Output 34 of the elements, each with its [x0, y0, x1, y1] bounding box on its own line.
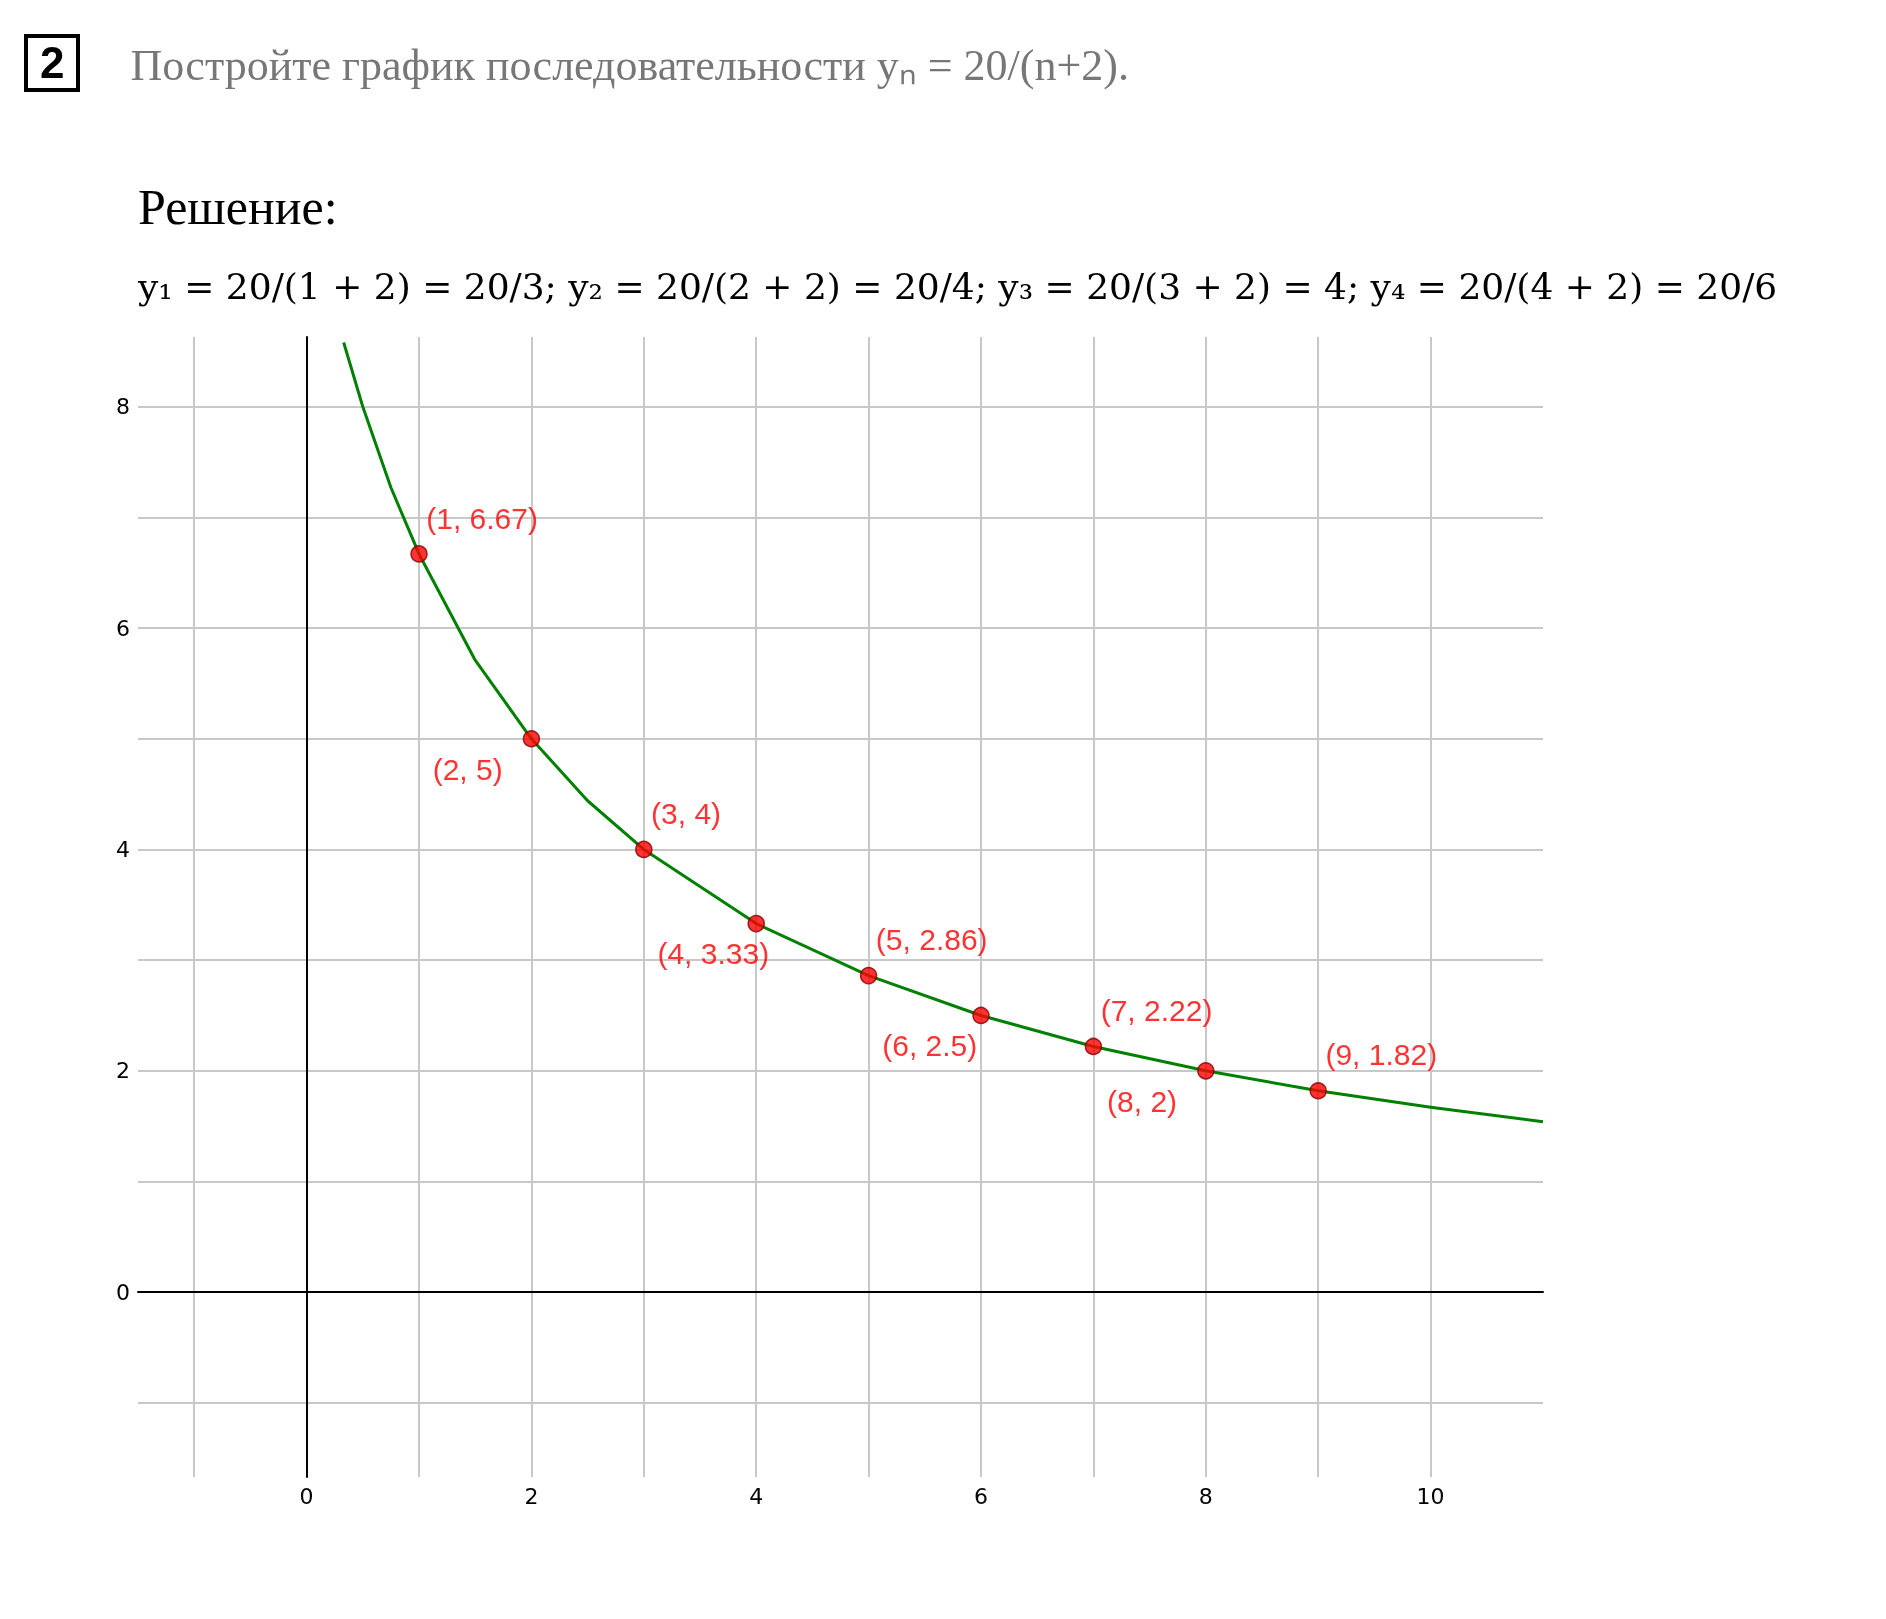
x-tick-label: 6: [974, 1483, 988, 1509]
point: [635, 840, 653, 859]
text: Постройте график последовательности yₙ = 20/(n+2).: [130, 40, 1129, 92]
data-label: (7, 2.22): [1100, 994, 1213, 1028]
line-series: [342, 341, 1545, 1124]
point: [1084, 1037, 1103, 1056]
data-label: (2, 5): [432, 752, 503, 786]
point: [410, 545, 428, 563]
x-tick-label: 0: [299, 1483, 314, 1509]
x-tick-label: 4: [749, 1483, 764, 1509]
x-tick-label: 8: [1198, 1483, 1213, 1509]
text: Решение:: [138, 178, 339, 236]
point: [1197, 1062, 1215, 1080]
y-tick-label: 6: [116, 615, 130, 641]
x-tick-label: 10: [1416, 1483, 1445, 1509]
y-tick-label: 2: [116, 1058, 130, 1084]
text: 2: [24, 34, 81, 92]
data-label: (3, 4): [651, 797, 722, 831]
text: y₁ = 20/(1 + 2) = 20/3; y₂ = 20/(2 + 2) = 20/4; y₃ = 20/(3 + 2) = 4; y₄ = 20/(4 + 2) = 20/6: [138, 266, 1779, 307]
point: [1309, 1081, 1327, 1100]
point: [972, 1006, 990, 1025]
x-tick-label: 2: [524, 1483, 539, 1509]
point: [859, 966, 878, 985]
data-label: (8, 2): [1107, 1084, 1178, 1118]
data-label: (9, 1.82): [1325, 1038, 1438, 1072]
data-label: (1, 6.67): [426, 501, 538, 535]
point: [522, 730, 541, 748]
y-tick-label: 4: [116, 836, 130, 862]
point: [747, 914, 765, 933]
data-label: (4, 3.33): [657, 937, 770, 971]
data-label: (6, 2.5): [882, 1029, 978, 1063]
data-label: (5, 2.86): [875, 923, 988, 957]
y-tick-label: 0: [116, 1279, 130, 1305]
y-tick-label: 8: [116, 394, 130, 420]
